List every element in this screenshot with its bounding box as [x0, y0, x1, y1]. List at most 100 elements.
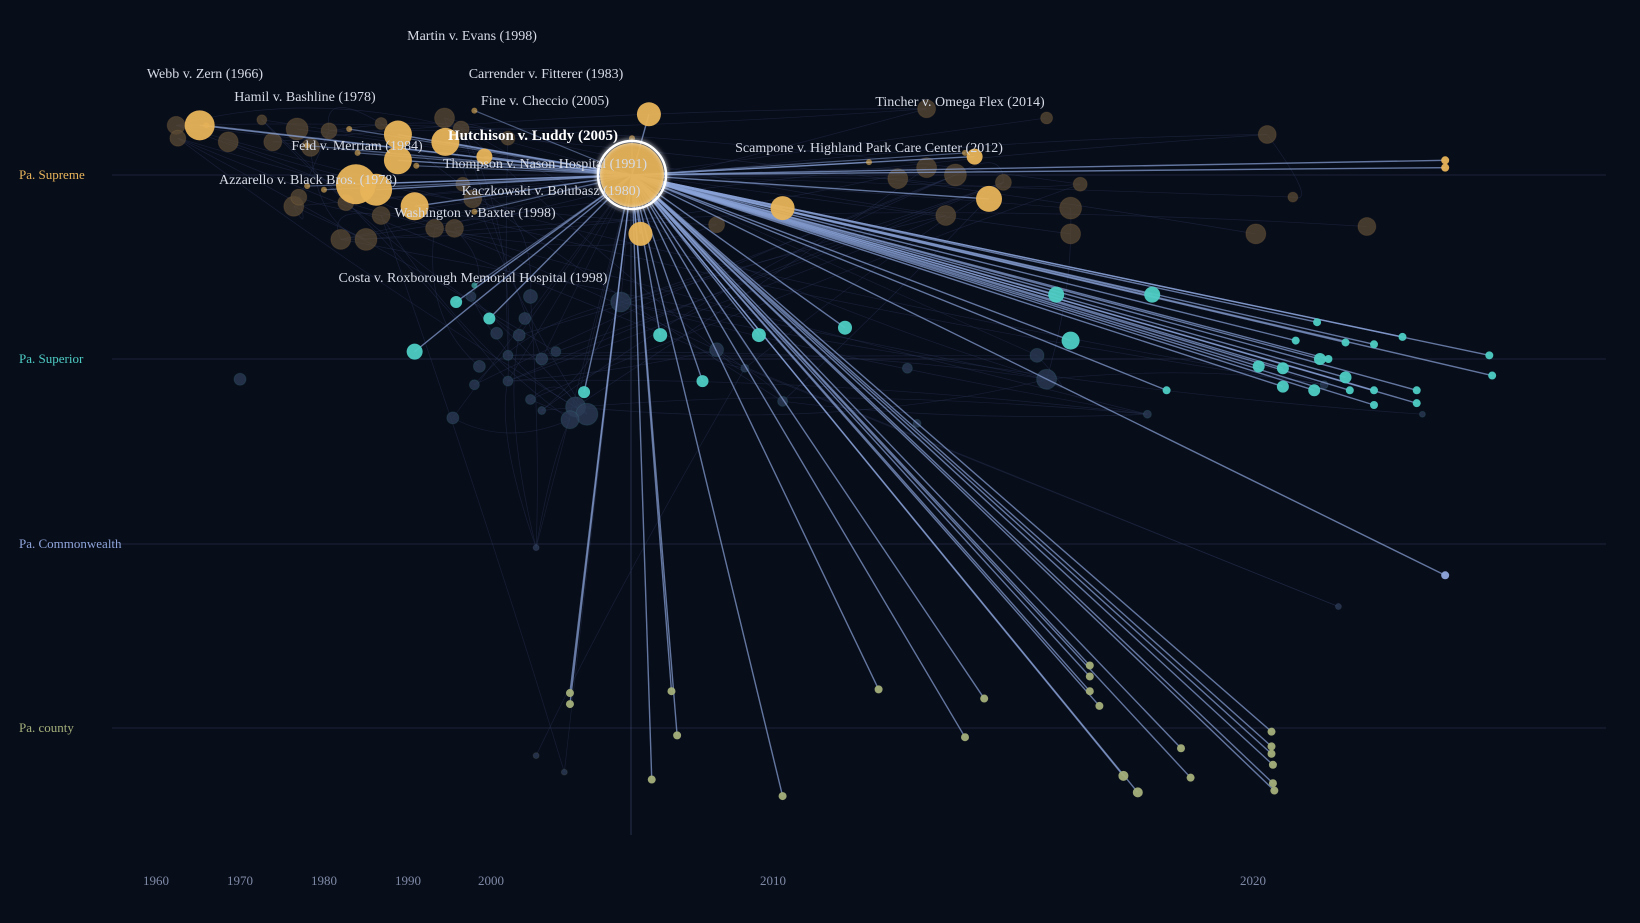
background-edge: [454, 228, 480, 297]
citing-case-node: [673, 731, 682, 740]
focus-case-node: [600, 143, 664, 207]
background-case-node: [1040, 111, 1054, 125]
background-edge: [620, 215, 946, 303]
background-edge: [535, 174, 633, 548]
citing-case-node: [383, 146, 412, 175]
background-edge: [177, 137, 588, 415]
background-edge: [519, 182, 1004, 336]
background-case-node: [535, 352, 549, 366]
citing-case-node: [1441, 163, 1450, 172]
x-tick-label: 1980: [311, 873, 337, 888]
background-case-node: [374, 116, 388, 130]
citing-case-node: [647, 775, 656, 784]
citation-edge: [474, 174, 633, 286]
citing-case-node: [1441, 156, 1450, 165]
background-case-node: [502, 375, 514, 387]
citing-case-node: [1291, 336, 1300, 345]
focus-case: [596, 139, 668, 211]
case-label: Scampone v. Highland Park Care Center (2…: [735, 141, 1003, 156]
citation-edge: [583, 174, 633, 393]
background-edge: [177, 137, 557, 352]
background-case-node: [532, 752, 540, 760]
background-case-node: [452, 120, 470, 138]
citation-edge: [631, 174, 880, 690]
citing-case-node: [406, 343, 423, 360]
citing-case-node: [1324, 355, 1333, 363]
labeled-case-node: [471, 208, 478, 215]
background-edge: [631, 174, 1293, 198]
citing-case-node: [874, 685, 883, 694]
citation-edge: [414, 174, 633, 353]
citing-case-node: [1341, 338, 1350, 347]
citation-edge: [631, 174, 990, 200]
citation-edge: [631, 174, 1446, 576]
background-case-node: [524, 393, 536, 405]
citation-edge: [631, 174, 704, 382]
citing-case-node: [1488, 371, 1497, 380]
background-edge: [541, 397, 1148, 415]
background-edge: [530, 296, 538, 548]
citation-edge: [416, 165, 633, 176]
citation-edge: [631, 174, 1346, 344]
background-edge: [575, 378, 1047, 416]
background-edge: [505, 138, 509, 356]
background-case-node: [169, 129, 187, 147]
citing-case-node: [476, 148, 493, 165]
citing-case-node: [1485, 351, 1494, 360]
citing-case-node: [778, 792, 787, 801]
tier-label: Pa. county: [19, 720, 74, 735]
citing-case-node: [696, 375, 709, 388]
citation-edge: [631, 174, 1272, 733]
citing-case-node: [1345, 386, 1354, 395]
tier-labels: Pa. Supreme Pa. Superior Pa. Commonwealth P…: [19, 167, 122, 735]
labeled-case-node: [629, 135, 635, 142]
background-edge: [507, 354, 1038, 357]
background-edge: [454, 108, 927, 229]
labeled-case-node: [471, 282, 478, 289]
x-tick-label: 1990: [395, 873, 421, 888]
citing-case-node: [1308, 384, 1321, 397]
background-case-node: [994, 173, 1012, 191]
citation-edge: [631, 174, 1100, 707]
background-case-node: [917, 99, 937, 119]
background-edge: [177, 137, 1339, 607]
background-case-node: [290, 188, 308, 206]
background-case-node: [709, 342, 725, 358]
background-case-node: [217, 131, 239, 153]
case-label: Fine v. Checcio (2005): [481, 94, 610, 109]
citation-edge: [631, 174, 1167, 391]
citation-edge: [631, 152, 966, 176]
background-case-node: [518, 312, 532, 326]
citation-edge: [631, 174, 1417, 391]
case-label: Azzarello v. Black Bros. (1978): [219, 173, 397, 188]
citing-case-node: [770, 196, 795, 221]
background-edge: [432, 228, 480, 367]
background-case-node: [1029, 347, 1045, 363]
background-case-node: [1357, 217, 1377, 237]
background-case-node: [522, 288, 538, 304]
citing-case-node: [1085, 687, 1094, 696]
citing-case-node: [1162, 386, 1171, 395]
citation-edge: [631, 159, 1446, 176]
background-case-node: [1060, 223, 1082, 245]
background-case-node: [500, 130, 516, 146]
background-case-node: [532, 544, 540, 552]
background-edge: [620, 174, 956, 303]
citation-edge: [631, 174, 985, 699]
background-case-node: [263, 132, 283, 152]
citation-edge: [631, 174, 1275, 792]
citing-case-node: [400, 192, 429, 221]
citing-case-node: [1412, 399, 1421, 408]
citation-edge: [631, 174, 1071, 342]
citing-case-node: [1048, 286, 1065, 303]
background-edge: [272, 108, 927, 143]
background-case-node: [1072, 176, 1088, 192]
citation-edge: [631, 174, 1375, 406]
background-edge: [575, 174, 633, 407]
citing-case-node: [1252, 360, 1265, 373]
background-case-node: [371, 205, 391, 225]
background-case-node: [330, 228, 352, 250]
case-label: Martin v. Evans (1998): [407, 29, 537, 44]
citing-case-node: [976, 185, 1002, 212]
